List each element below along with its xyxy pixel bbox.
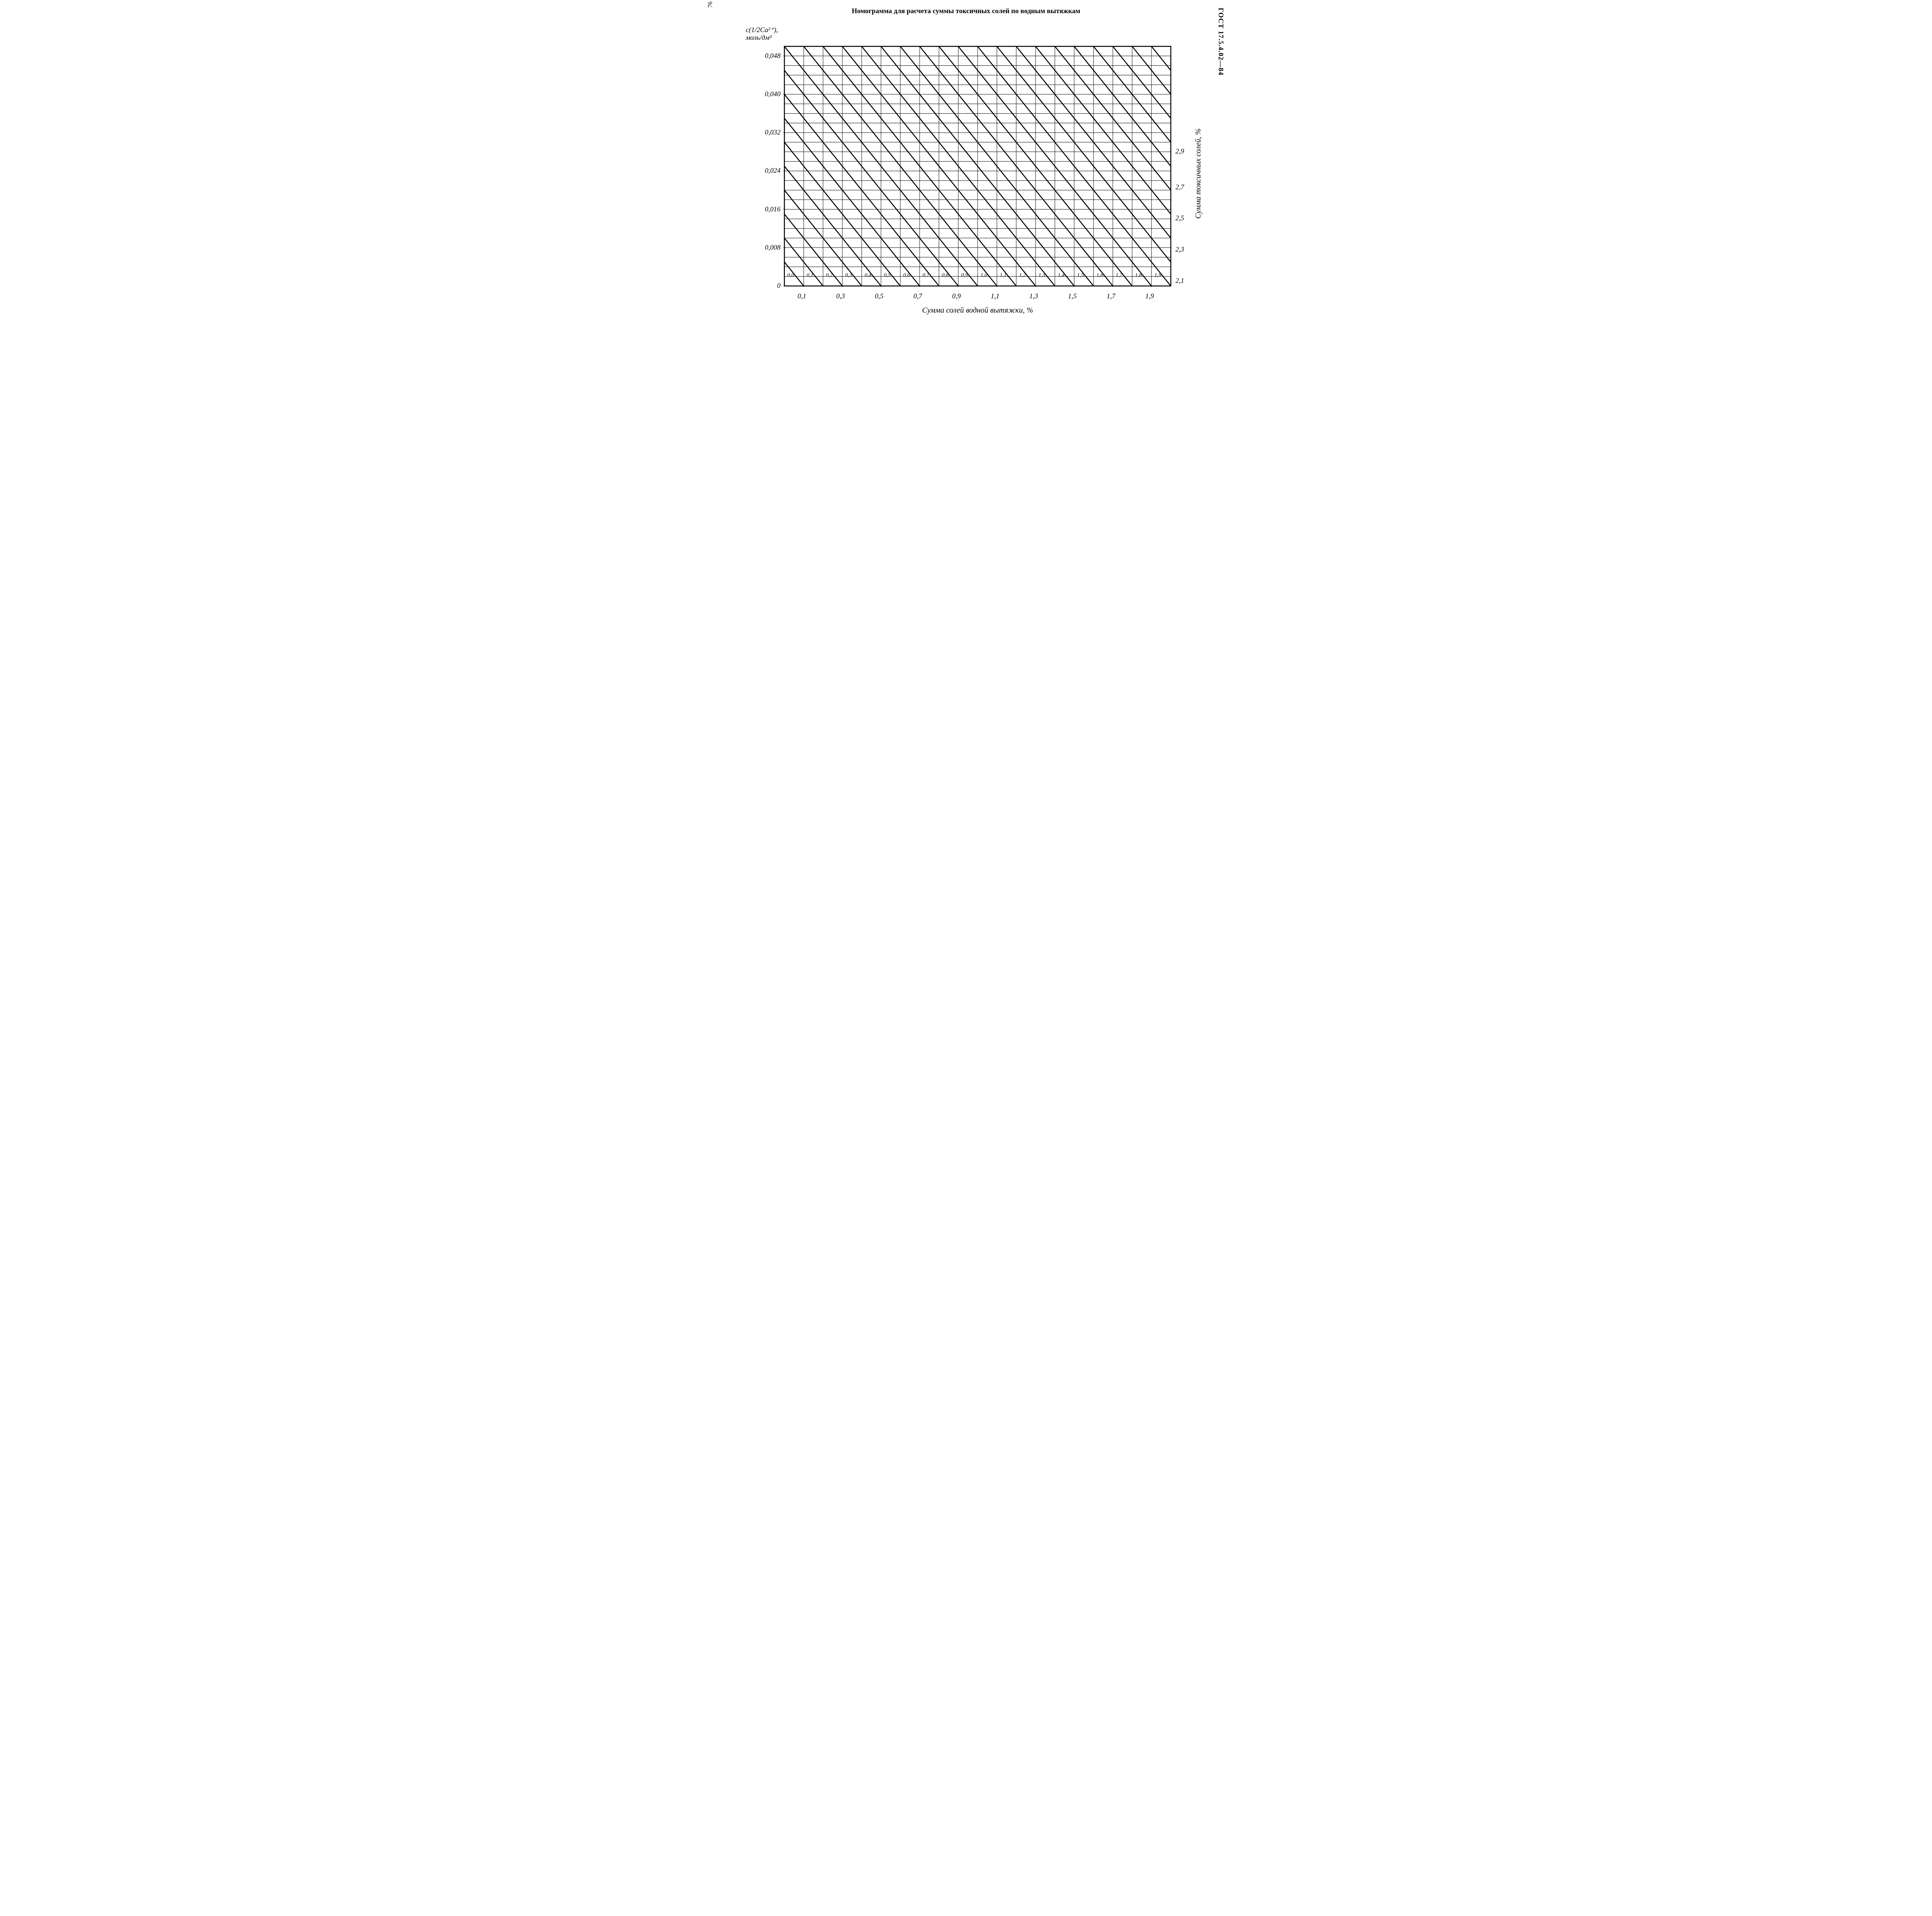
y-tick-label: 0,016: [757, 205, 781, 213]
doc-id: ГОСТ 17.5.4.02—84: [1217, 8, 1225, 75]
y-tick-label: 0: [757, 282, 781, 290]
x-tick-label: 0,9: [952, 292, 961, 300]
y-axis-title: c(1/2Ca²⁺), моль/дм³: [746, 26, 778, 42]
diagonal-label: 0,6: [903, 272, 910, 279]
y-tick-label: 0,048: [757, 52, 781, 60]
x-tick-label: 1,1: [991, 292, 1000, 300]
diagonal-label: 0,8: [942, 272, 949, 279]
diagonal-label: 0,0: [787, 272, 794, 279]
right-tick-label: 2,5: [1175, 214, 1184, 222]
diagonal-label: 1,3: [1039, 272, 1046, 279]
diagonal-label: 1,8: [1135, 272, 1142, 279]
diagonal-label: 1,7: [1116, 272, 1123, 279]
diagonal-label: 0,5: [884, 272, 891, 279]
diagonal-label: 1,0: [981, 272, 988, 279]
y-tick-label: 0,008: [757, 243, 781, 252]
diagonal-label: 0,9: [961, 272, 968, 279]
x-tick-label: 1,9: [1145, 292, 1154, 300]
x-tick-label: 0,3: [836, 292, 845, 300]
right-tick-label: 2,1: [1175, 277, 1184, 285]
right-tick-label: 2,7: [1175, 183, 1184, 191]
nomogram-chart: [784, 46, 1172, 287]
y-tick-label: 0,040: [757, 90, 781, 98]
diagonal-label: 0,1: [807, 272, 814, 279]
x-tick-label: 0,5: [875, 292, 884, 300]
diagonal-label: 1,6: [1097, 272, 1104, 279]
x-axis-title: Сумма солей водной вытяжки, %: [784, 306, 1171, 315]
x-tick-label: 1,5: [1068, 292, 1077, 300]
chart-title: Номограмма для расчета суммы токсичных с…: [696, 7, 1236, 15]
diagonal-label: 0,3: [845, 272, 852, 279]
right-tick-label: 2,3: [1175, 245, 1184, 254]
page: 76 ГОСТ 17.5.4.02—84 Номограмма для расч…: [696, 0, 1236, 383]
diagonal-label: 1,9: [1155, 272, 1162, 279]
diagonal-label: 1,1: [1000, 272, 1007, 279]
x-tick-label: 1,7: [1107, 292, 1116, 300]
diagonal-label: 0,2: [826, 272, 833, 279]
right-tick-label: 2,9: [1175, 147, 1184, 155]
x-tick-label: 1,3: [1029, 292, 1038, 300]
y-tick-label: 0,032: [757, 128, 781, 136]
x-tick-label: 0,1: [798, 292, 806, 300]
x-tick-label: 0,7: [913, 292, 922, 300]
diagonal-label: 0,7: [923, 272, 930, 279]
y-tick-label: 0,024: [757, 167, 781, 175]
diagonal-label: 1,4: [1058, 272, 1065, 279]
diagonal-label: 1,2: [1019, 272, 1026, 279]
diagonal-label: 0,4: [865, 272, 872, 279]
right-axis-title: Сумма токсичных солей, %: [1194, 90, 1203, 257]
diagonal-label: 1,5: [1077, 272, 1084, 279]
